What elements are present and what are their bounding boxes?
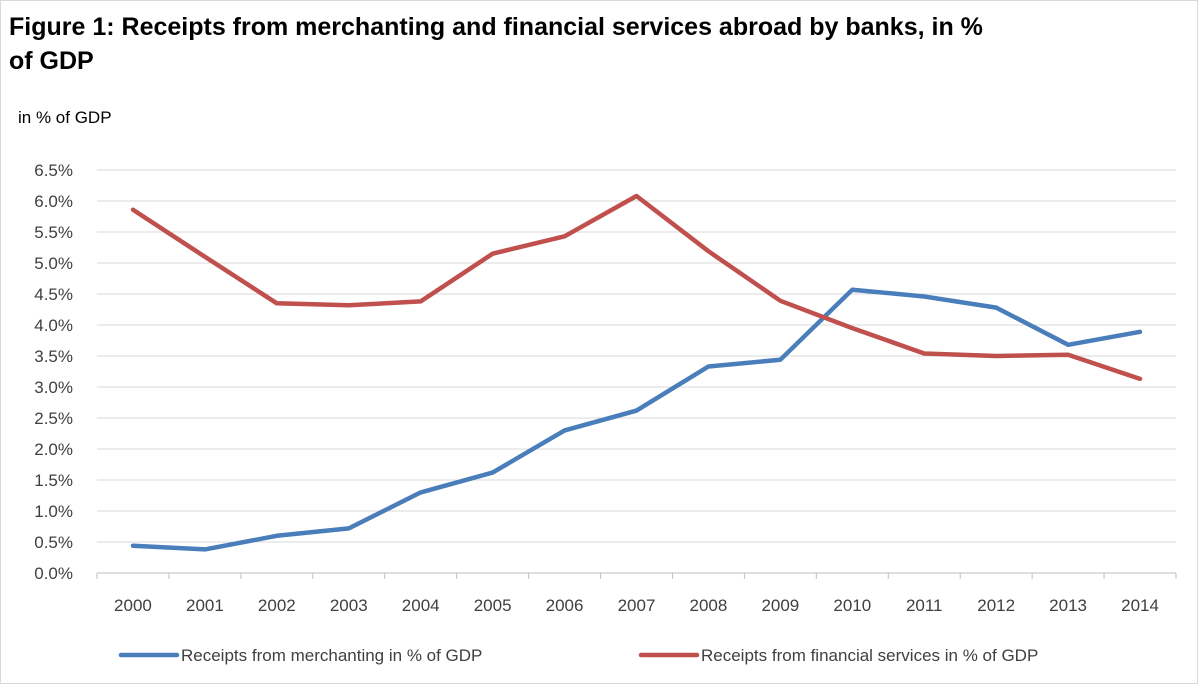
x-tick-label: 2006	[546, 596, 584, 615]
x-tick-label: 2002	[258, 596, 296, 615]
data-series	[130, 193, 1143, 552]
y-tick-label: 1.0%	[34, 502, 73, 521]
x-tick-label: 2012	[977, 596, 1015, 615]
x-tick-label: 2003	[330, 596, 368, 615]
y-tick-label: 4.0%	[34, 316, 73, 335]
x-tick-label: 2005	[474, 596, 512, 615]
x-tick-label: 2007	[618, 596, 656, 615]
series-line-2	[130, 193, 1143, 382]
x-tick-label: 2009	[761, 596, 799, 615]
x-tick-label: 2000	[114, 596, 152, 615]
y-tick-label: 6.0%	[34, 192, 73, 211]
y-tick-label: 0.5%	[34, 533, 73, 552]
x-tick-label: 2011	[906, 596, 943, 615]
y-tick-label: 3.5%	[34, 347, 73, 366]
x-tick-label: 2014	[1121, 596, 1159, 615]
legend: Receipts from merchanting in % of GDP Rec…	[118, 646, 1038, 665]
y-tick-label: 4.5%	[34, 285, 73, 304]
gridlines	[97, 169, 1176, 543]
y-tick-label: 5.5%	[34, 223, 73, 242]
chart-title: Figure 1: Receipts from merchanting and …	[9, 13, 983, 75]
x-axis	[96, 572, 1177, 579]
x-tick-label: 2004	[402, 596, 440, 615]
y-axis-tick-labels: 0.0% 0.5% 1.0% 1.5% 2.0% 2.5% 3.0% 3.5% 4.0% 4.5%…	[34, 161, 73, 583]
x-tick-label: 2008	[690, 596, 728, 615]
y-axis-unit-label: in % of GDP	[18, 108, 112, 127]
y-tick-label: 1.5%	[34, 471, 73, 490]
y-tick-label: 2.0%	[34, 440, 73, 459]
y-tick-label: 0.0%	[34, 564, 73, 583]
legend-label-2: Receipts from financial services in % of…	[701, 646, 1038, 665]
y-tick-label: 3.0%	[34, 378, 73, 397]
legend-label-1: Receipts from merchanting in % of GDP	[181, 646, 482, 665]
x-tick-label: 2013	[1049, 596, 1087, 615]
series-line-1	[130, 287, 1143, 552]
x-axis-tick-labels: 2000 2001 2002 2003 2004 2005 2006 2007 2008 2009…	[114, 596, 1159, 615]
y-tick-label: 2.5%	[34, 409, 73, 428]
y-tick-label: 6.5%	[34, 161, 73, 180]
x-tick-label: 2010	[833, 596, 871, 615]
x-tick-label: 2001	[186, 596, 224, 615]
y-tick-label: 5.0%	[34, 254, 73, 273]
